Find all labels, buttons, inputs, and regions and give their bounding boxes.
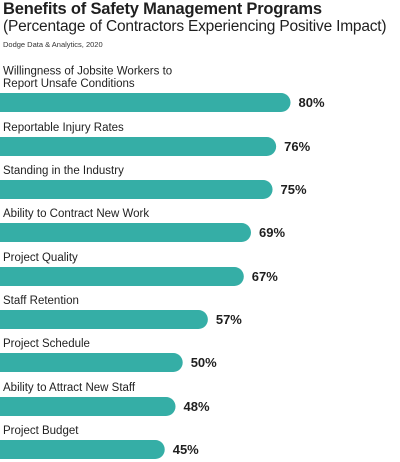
category-label: Report Unsafe Conditions bbox=[3, 78, 135, 90]
category-label: Reportable Injury Rates bbox=[3, 122, 124, 134]
bar bbox=[0, 310, 208, 329]
chart-title: Benefits of Safety Management Programs bbox=[3, 0, 322, 18]
value-label: 57% bbox=[216, 312, 242, 327]
value-label: 45% bbox=[173, 442, 199, 457]
category-label: Project Budget bbox=[3, 425, 79, 437]
category-label: Project Schedule bbox=[3, 338, 90, 350]
value-label: 50% bbox=[191, 355, 217, 370]
bar bbox=[0, 353, 183, 372]
category-label: Willingness of Jobsite Workers to bbox=[3, 66, 172, 78]
bar bbox=[0, 180, 273, 199]
value-label: 67% bbox=[252, 269, 278, 284]
value-label: 76% bbox=[284, 139, 310, 154]
bar bbox=[0, 440, 165, 459]
category-label: Project Quality bbox=[3, 252, 78, 264]
bar bbox=[0, 93, 291, 112]
bar bbox=[0, 397, 176, 416]
category-label: Ability to Contract New Work bbox=[3, 208, 149, 220]
value-label: 69% bbox=[259, 225, 285, 240]
category-label: Ability to Attract New Staff bbox=[3, 382, 136, 394]
category-label: Staff Retention bbox=[3, 295, 79, 307]
category-label: Standing in the Industry bbox=[3, 165, 124, 177]
value-label: 75% bbox=[281, 182, 307, 197]
chart-source: Dodge Data & Analytics, 2020 bbox=[3, 40, 103, 49]
bar bbox=[0, 223, 251, 242]
value-label: 48% bbox=[184, 399, 210, 414]
value-label: 80% bbox=[299, 95, 325, 110]
chart-subtitle: (Percentage of Contractors Experiencing … bbox=[3, 18, 387, 35]
bar bbox=[0, 137, 277, 156]
bar bbox=[0, 267, 244, 286]
